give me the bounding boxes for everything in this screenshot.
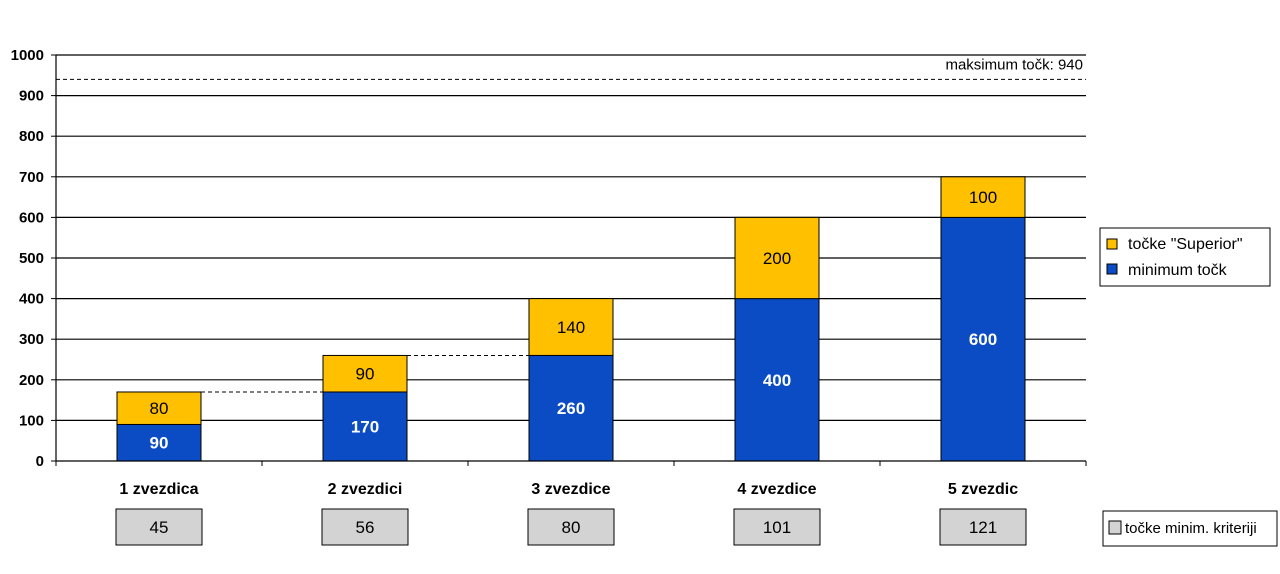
data-label-superior: 200: [763, 249, 791, 268]
bar-minimum: [322, 391, 408, 462]
criteria-box: [115, 508, 203, 546]
criteria-legend-swatch: [1108, 520, 1122, 535]
y-tick-label: 0: [36, 453, 44, 470]
y-tick-label: 600: [19, 209, 44, 226]
y-tick-label: 1000: [11, 47, 44, 64]
bar-superior: [116, 391, 202, 425]
x-category-label: 2 zvezdici: [328, 481, 403, 498]
y-axis-ticks: 0 100 200 300 400 500 600 700 800 900 1000: [11, 47, 44, 470]
legend-label-minimum: minimum točk: [1128, 262, 1228, 279]
bar-minimum: [734, 298, 820, 462]
bar-superior: [940, 176, 1026, 218]
data-label-minimum: 90: [150, 434, 169, 453]
bars: 90 80 170 90 260 140 400 200 600 100: [116, 176, 1026, 462]
bar-minimum: [528, 354, 614, 462]
data-label-superior: 140: [557, 318, 585, 337]
data-label-superior: 80: [150, 399, 169, 418]
bar-superior: [322, 354, 408, 393]
data-label-minimum: 260: [557, 399, 585, 418]
legend-swatch-minimum: [1106, 263, 1118, 275]
criteria-box: [527, 508, 615, 546]
legend-swatch-superior: [1106, 238, 1118, 250]
data-label-minimum: 400: [763, 371, 791, 390]
criteria-box: [321, 508, 409, 546]
legend: točke "Superior" minimum točk točke minim.…: [1099, 227, 1278, 547]
criteria-value: 121: [969, 518, 997, 537]
data-label-superior: 100: [969, 188, 997, 207]
y-tick-label: 400: [19, 291, 44, 308]
criteria-boxes: 45 56 80 101 121: [115, 508, 1027, 546]
x-category-label: 5 zvezdic: [948, 481, 1018, 498]
x-category-label: 3 zvezdice: [531, 481, 610, 498]
criteria-value: 56: [356, 518, 375, 537]
data-label-minimum: 600: [969, 330, 997, 349]
y-tick-label: 500: [19, 250, 44, 267]
x-category-label: 1 zvezdica: [119, 481, 198, 498]
y-tick-label: 900: [19, 88, 44, 105]
criteria-value: 45: [150, 518, 169, 537]
criteria-box: [939, 508, 1027, 546]
x-axis-categories: 1 zvezdica 2 zvezdici 3 zvezdice 4 zvezdice…: [119, 481, 1018, 498]
y-tick-label: 200: [19, 372, 44, 389]
bar-superior: [528, 298, 614, 356]
y-tick-label: 700: [19, 169, 44, 186]
data-label-superior: 90: [356, 365, 375, 384]
bar-superior: [734, 216, 820, 300]
max-line-label: maksimum točk: 940: [945, 56, 1083, 73]
criteria-value: 80: [562, 518, 581, 537]
gridlines: [56, 54, 1086, 421]
max-line: maksimum točk: 940: [56, 56, 1086, 80]
criteria-value: 101: [763, 518, 791, 537]
criteria-box: [733, 508, 821, 546]
x-category-label: 4 zvezdice: [737, 481, 816, 498]
y-tick-label: 300: [19, 331, 44, 348]
connector-lines: [201, 354, 529, 393]
criteria-legend-label: točke minim. kriteriji: [1125, 520, 1257, 537]
legend-label-superior: točke "Superior": [1128, 236, 1243, 253]
y-tick-label: 800: [19, 128, 44, 145]
data-label-minimum: 170: [351, 417, 379, 436]
legend-box: [1099, 227, 1271, 287]
bar-minimum: [116, 423, 202, 462]
axes: [51, 54, 1087, 466]
criteria-legend-box: [1102, 510, 1278, 547]
y-tick-label: 100: [19, 412, 44, 429]
bar-minimum: [940, 216, 1026, 462]
